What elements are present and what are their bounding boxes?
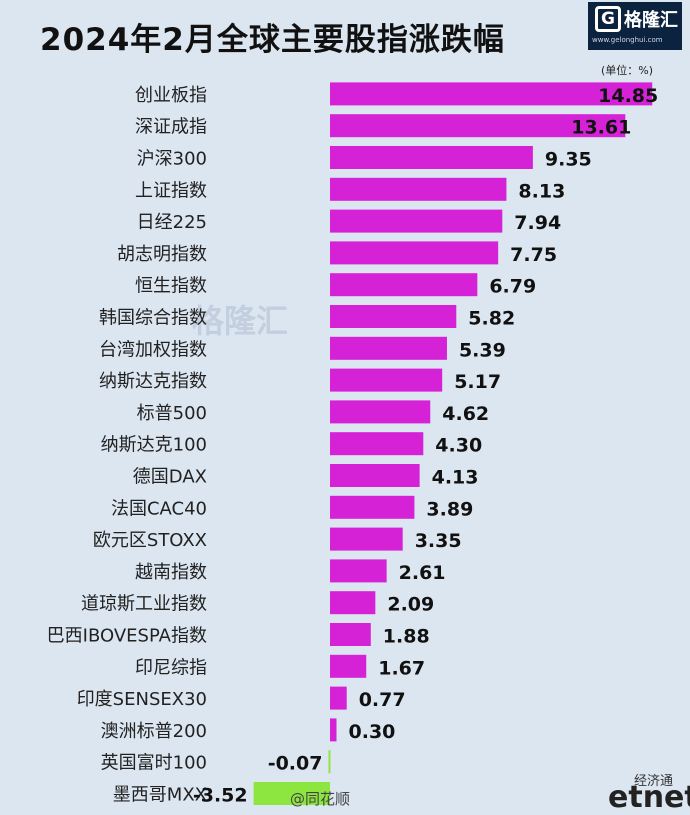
- value-label-4: 7.94: [514, 212, 561, 234]
- value-label-18: 1.67: [378, 657, 425, 679]
- bar-18: [330, 654, 367, 678]
- category-label-1: 深证成指: [135, 117, 207, 138]
- value-label-2: 9.35: [545, 149, 592, 171]
- bar-2: [330, 146, 533, 169]
- value-label-5: 7.75: [510, 244, 557, 266]
- value-label-8: 5.39: [459, 339, 506, 361]
- category-label-6: 恒生指数: [135, 276, 207, 297]
- bar-5: [330, 241, 499, 265]
- value-label-14: 3.35: [415, 530, 462, 552]
- logo-text: 格隆汇: [624, 10, 678, 31]
- category-label-16: 道琼斯工业指数: [81, 594, 207, 615]
- category-label-8: 台湾加权指数: [99, 339, 207, 360]
- source-small-label: 经济通: [634, 774, 674, 789]
- page-title: 2024年2月全球主要股指涨跌幅: [40, 22, 505, 58]
- value-label-17: 1.88: [383, 626, 430, 648]
- category-label-21: 英国富时100: [101, 753, 207, 774]
- value-label-7: 5.82: [468, 308, 515, 330]
- category-label-15: 越南指数: [135, 562, 207, 583]
- value-label-13: 3.89: [426, 498, 473, 520]
- category-label-22: 墨西哥MXX: [113, 785, 207, 806]
- value-label-16: 2.09: [387, 594, 434, 616]
- category-label-19: 印度SENSEX30: [77, 689, 207, 710]
- value-label-20: 0.30: [349, 721, 396, 743]
- unit-label: (单位：%): [601, 64, 654, 77]
- category-label-2: 沪深300: [137, 149, 207, 170]
- category-label-13: 法国CAC40: [111, 498, 207, 519]
- category-label-17: 巴西IBOVESPA指数: [47, 626, 207, 647]
- category-label-11: 纳斯达克100: [101, 435, 207, 456]
- value-label-22: -3.52: [193, 785, 248, 807]
- watermark: 格隆汇: [192, 302, 289, 340]
- bar-12: [330, 464, 420, 487]
- category-label-9: 纳斯达克指数: [99, 371, 207, 392]
- bar-22: [253, 782, 330, 805]
- category-label-7: 韩国综合指数: [99, 308, 207, 329]
- bar-0: [330, 82, 653, 106]
- value-label-11: 4.30: [435, 435, 482, 457]
- bar-14: [330, 527, 403, 551]
- value-label-12: 4.13: [432, 467, 479, 489]
- bar-1: [330, 114, 626, 138]
- value-label-21: -0.07: [268, 753, 323, 775]
- bar-13: [330, 495, 415, 519]
- logo-g-icon: G: [595, 6, 621, 32]
- value-label-15: 2.61: [399, 562, 446, 584]
- bar-4: [330, 209, 503, 233]
- bar-8: [330, 336, 447, 360]
- category-label-20: 澳洲标普200: [101, 721, 207, 742]
- gelonghui-logo: G 格隆汇 www.gelonghui.com: [588, 2, 682, 50]
- value-label-6: 6.79: [489, 276, 536, 298]
- etnet-logo: etnet: [608, 780, 690, 815]
- category-label-4: 日经225: [137, 212, 207, 233]
- bar-10: [330, 400, 431, 424]
- value-label-0: 14.85: [598, 85, 658, 107]
- value-label-1: 13.61: [571, 117, 631, 139]
- logo-url: www.gelonghui.com: [592, 36, 663, 44]
- bar-9: [330, 368, 443, 392]
- bar-17: [330, 623, 371, 646]
- weibo-watermark: @同花顺: [290, 790, 351, 808]
- value-label-19: 0.77: [359, 689, 406, 711]
- category-label-14: 欧元区STOXX: [93, 530, 207, 551]
- bar-11: [330, 432, 424, 456]
- bar-20: [330, 718, 337, 742]
- bar-3: [330, 177, 507, 201]
- category-label-0: 创业板指: [135, 85, 207, 106]
- category-label-10: 标普500: [137, 403, 207, 424]
- value-label-10: 4.62: [442, 403, 489, 425]
- value-label-3: 8.13: [518, 180, 565, 202]
- value-label-9: 5.17: [454, 371, 501, 393]
- bar-21: [328, 750, 331, 774]
- category-label-5: 胡志明指数: [117, 244, 207, 265]
- category-label-3: 上证指数: [135, 180, 207, 201]
- category-label-12: 德国DAX: [133, 467, 207, 488]
- bar-6: [330, 273, 478, 297]
- bar-19: [330, 686, 347, 710]
- bar-7: [330, 305, 457, 328]
- category-label-18: 印尼综指: [135, 657, 207, 678]
- bar-15: [330, 559, 387, 583]
- bar-16: [330, 591, 376, 615]
